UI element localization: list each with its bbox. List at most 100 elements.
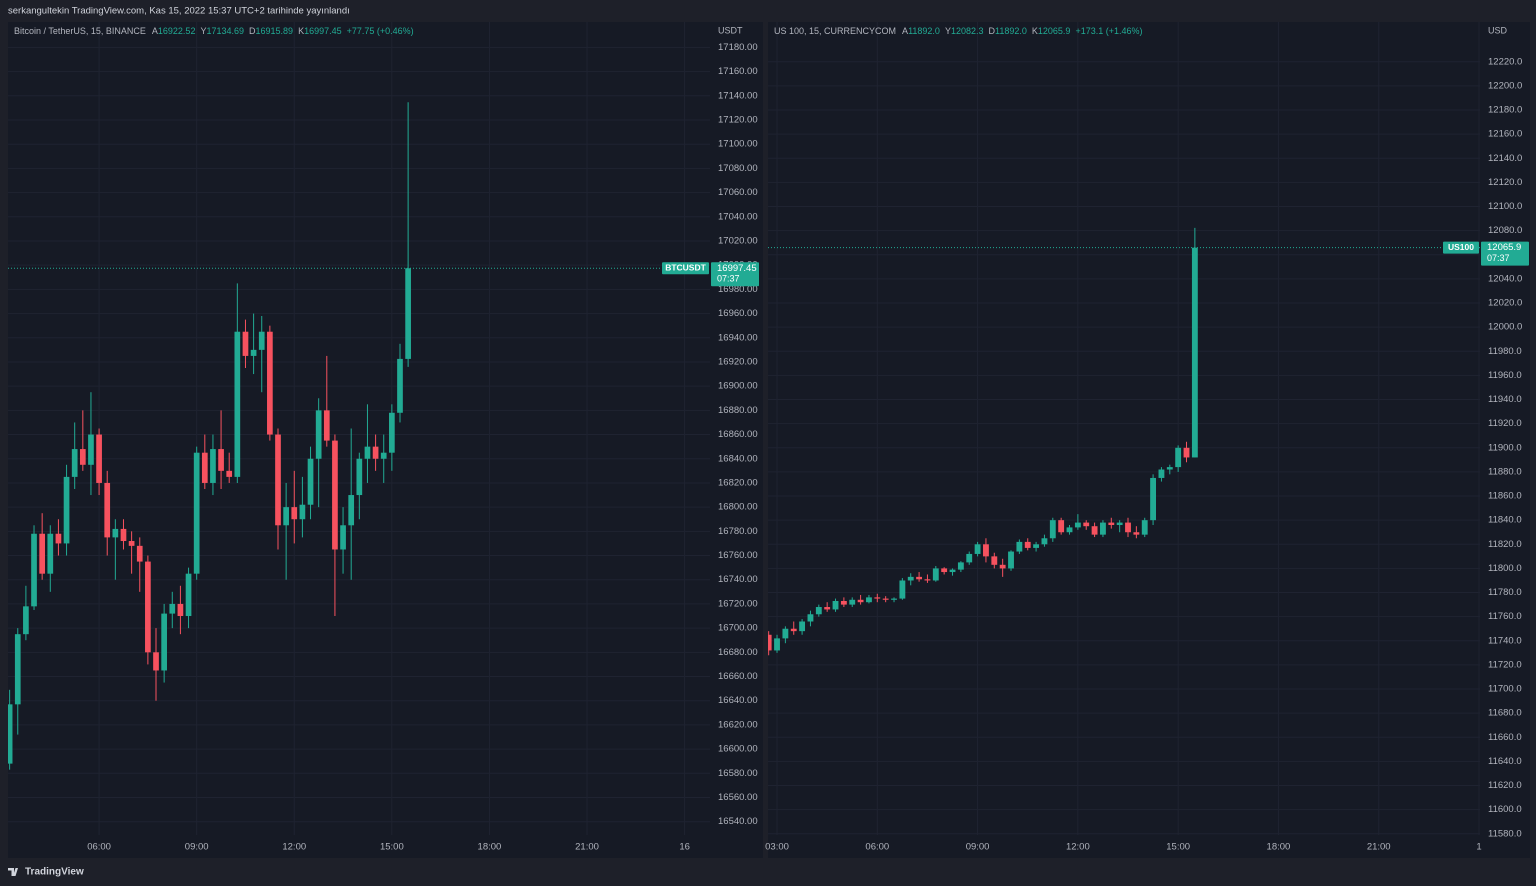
chart-panel: 16540.00 16560.00 16580.00 16600.00 16620.00… [8,22,763,858]
price-tag-countdown: 07:37 [717,274,740,284]
candle-body [136,545,143,562]
candle-body [79,449,86,465]
ohlc-value: 16915.89 [256,26,294,36]
y-tick-label: 17060.00 [718,187,758,198]
y-tick-label: 16600.00 [718,744,758,755]
y-tick-label: 17120.00 [718,115,758,126]
plot-area [8,22,710,835]
ohlc-value: 11892.0 [908,26,940,36]
symbol-tag [1443,241,1479,254]
y-tick-label: 16720.00 [718,598,758,609]
y-tick-label: 11960.0 [1488,370,1522,381]
ohlc-value: 12082.3 [951,26,984,36]
candle-body [226,470,233,477]
ohlc-key: K [1032,26,1038,36]
candle-body [824,607,831,610]
y-tick-label: 12040.0 [1488,273,1522,284]
panel-background [768,22,1530,858]
candle-body [120,528,127,542]
y-tick-label: 16800.00 [718,502,758,513]
y-tick-label: 12120.0 [1488,177,1522,188]
y-tick-label: 12160.0 [1488,129,1522,140]
candle-body [924,579,931,581]
y-tick-label: 11620.0 [1488,780,1522,791]
price-tag-countdown: 07:37 [1487,253,1510,263]
currency-label: USD [1488,25,1508,35]
y-tick-label: 11760.0 [1488,611,1522,622]
candle-body [218,449,224,471]
candle-body [185,573,192,617]
y-tick-label: 16780.00 [718,526,758,537]
symbol-tag-label: BTCUSDT [665,263,706,273]
candle-body [23,606,29,635]
candle-body [1183,447,1190,458]
candle-body [88,434,94,465]
brand-logo: TradingView [8,867,84,878]
candle-body [1066,527,1073,533]
candle-body [242,331,249,356]
ohlc-key: Y [945,26,951,36]
x-tick-label: 21:00 [575,842,599,853]
candle-body [799,621,806,632]
candle-body [389,412,395,453]
x-tick-label: 15:00 [380,842,404,853]
candle-body [177,603,184,617]
candle-body [112,528,119,538]
y-tick-label: 12020.0 [1488,298,1522,309]
candle-body [348,495,355,526]
y-tick-label: 11780.0 [1488,587,1522,598]
candle-body [782,628,789,639]
candle-body [774,638,780,651]
candle-body [1008,551,1014,569]
y-tick-label: 16740.00 [718,574,758,585]
y-tick-label: 12000.0 [1488,322,1522,333]
x-tick-label: 06:00 [87,842,111,853]
y-tick-label: 11980.0 [1488,346,1522,357]
candle-body [1150,477,1157,521]
y-tick-label: 17100.00 [718,139,758,150]
y-tick-label: 11720.0 [1488,659,1522,670]
candle-body [899,580,906,599]
chart-panel: 11580.0 11600.0 11620.0 11640.0 11660.0 11680… [765,22,1530,858]
ohlc-value: 17134.69 [206,26,244,36]
y-tick-label: 11580.0 [1488,828,1522,839]
symbol-tag-label: US100 [1448,242,1474,252]
y-tick-label: 16820.00 [718,477,758,488]
candle-body [966,553,973,563]
y-tick-label: 17040.00 [718,211,758,222]
candle-body [1191,247,1198,458]
candle-body [161,613,167,671]
candle-body [275,434,281,526]
candle-body [258,331,265,350]
candle-body [1058,520,1065,533]
candle-body [405,268,411,359]
candle-body [145,561,151,653]
x-tick-label: 18:00 [1267,842,1291,853]
candle-body [1108,522,1115,525]
ohlc-key: D [249,26,256,36]
change-value: +173.1 (+1.46%) [1075,26,1142,36]
ohlc-key: A [152,26,158,36]
candle-body [790,628,797,632]
y-tick-label: 11640.0 [1488,756,1522,767]
x-tick-label: 12:00 [1066,842,1090,853]
candle-body [991,556,998,565]
y-tick-label: 16580.00 [718,768,758,779]
x-tick-label: 06:00 [865,842,889,853]
candle-body [31,533,37,607]
y-tick-label: 12220.0 [1488,56,1522,67]
candle-body [8,704,13,764]
candle-body [891,598,897,600]
change-value: +77.75 (+0.46%) [347,26,414,36]
ohlc-value: 16922.52 [158,26,196,36]
candle-body [128,541,135,546]
candle-body [907,576,914,581]
x-tick-label: 03:00 [765,842,789,853]
candle-body [169,603,176,614]
y-tick-label: 17180.00 [718,42,758,53]
candle-body [1024,541,1031,548]
candle-body [974,544,981,554]
y-tick-label: 12180.0 [1488,105,1522,116]
candle-body [291,507,298,520]
